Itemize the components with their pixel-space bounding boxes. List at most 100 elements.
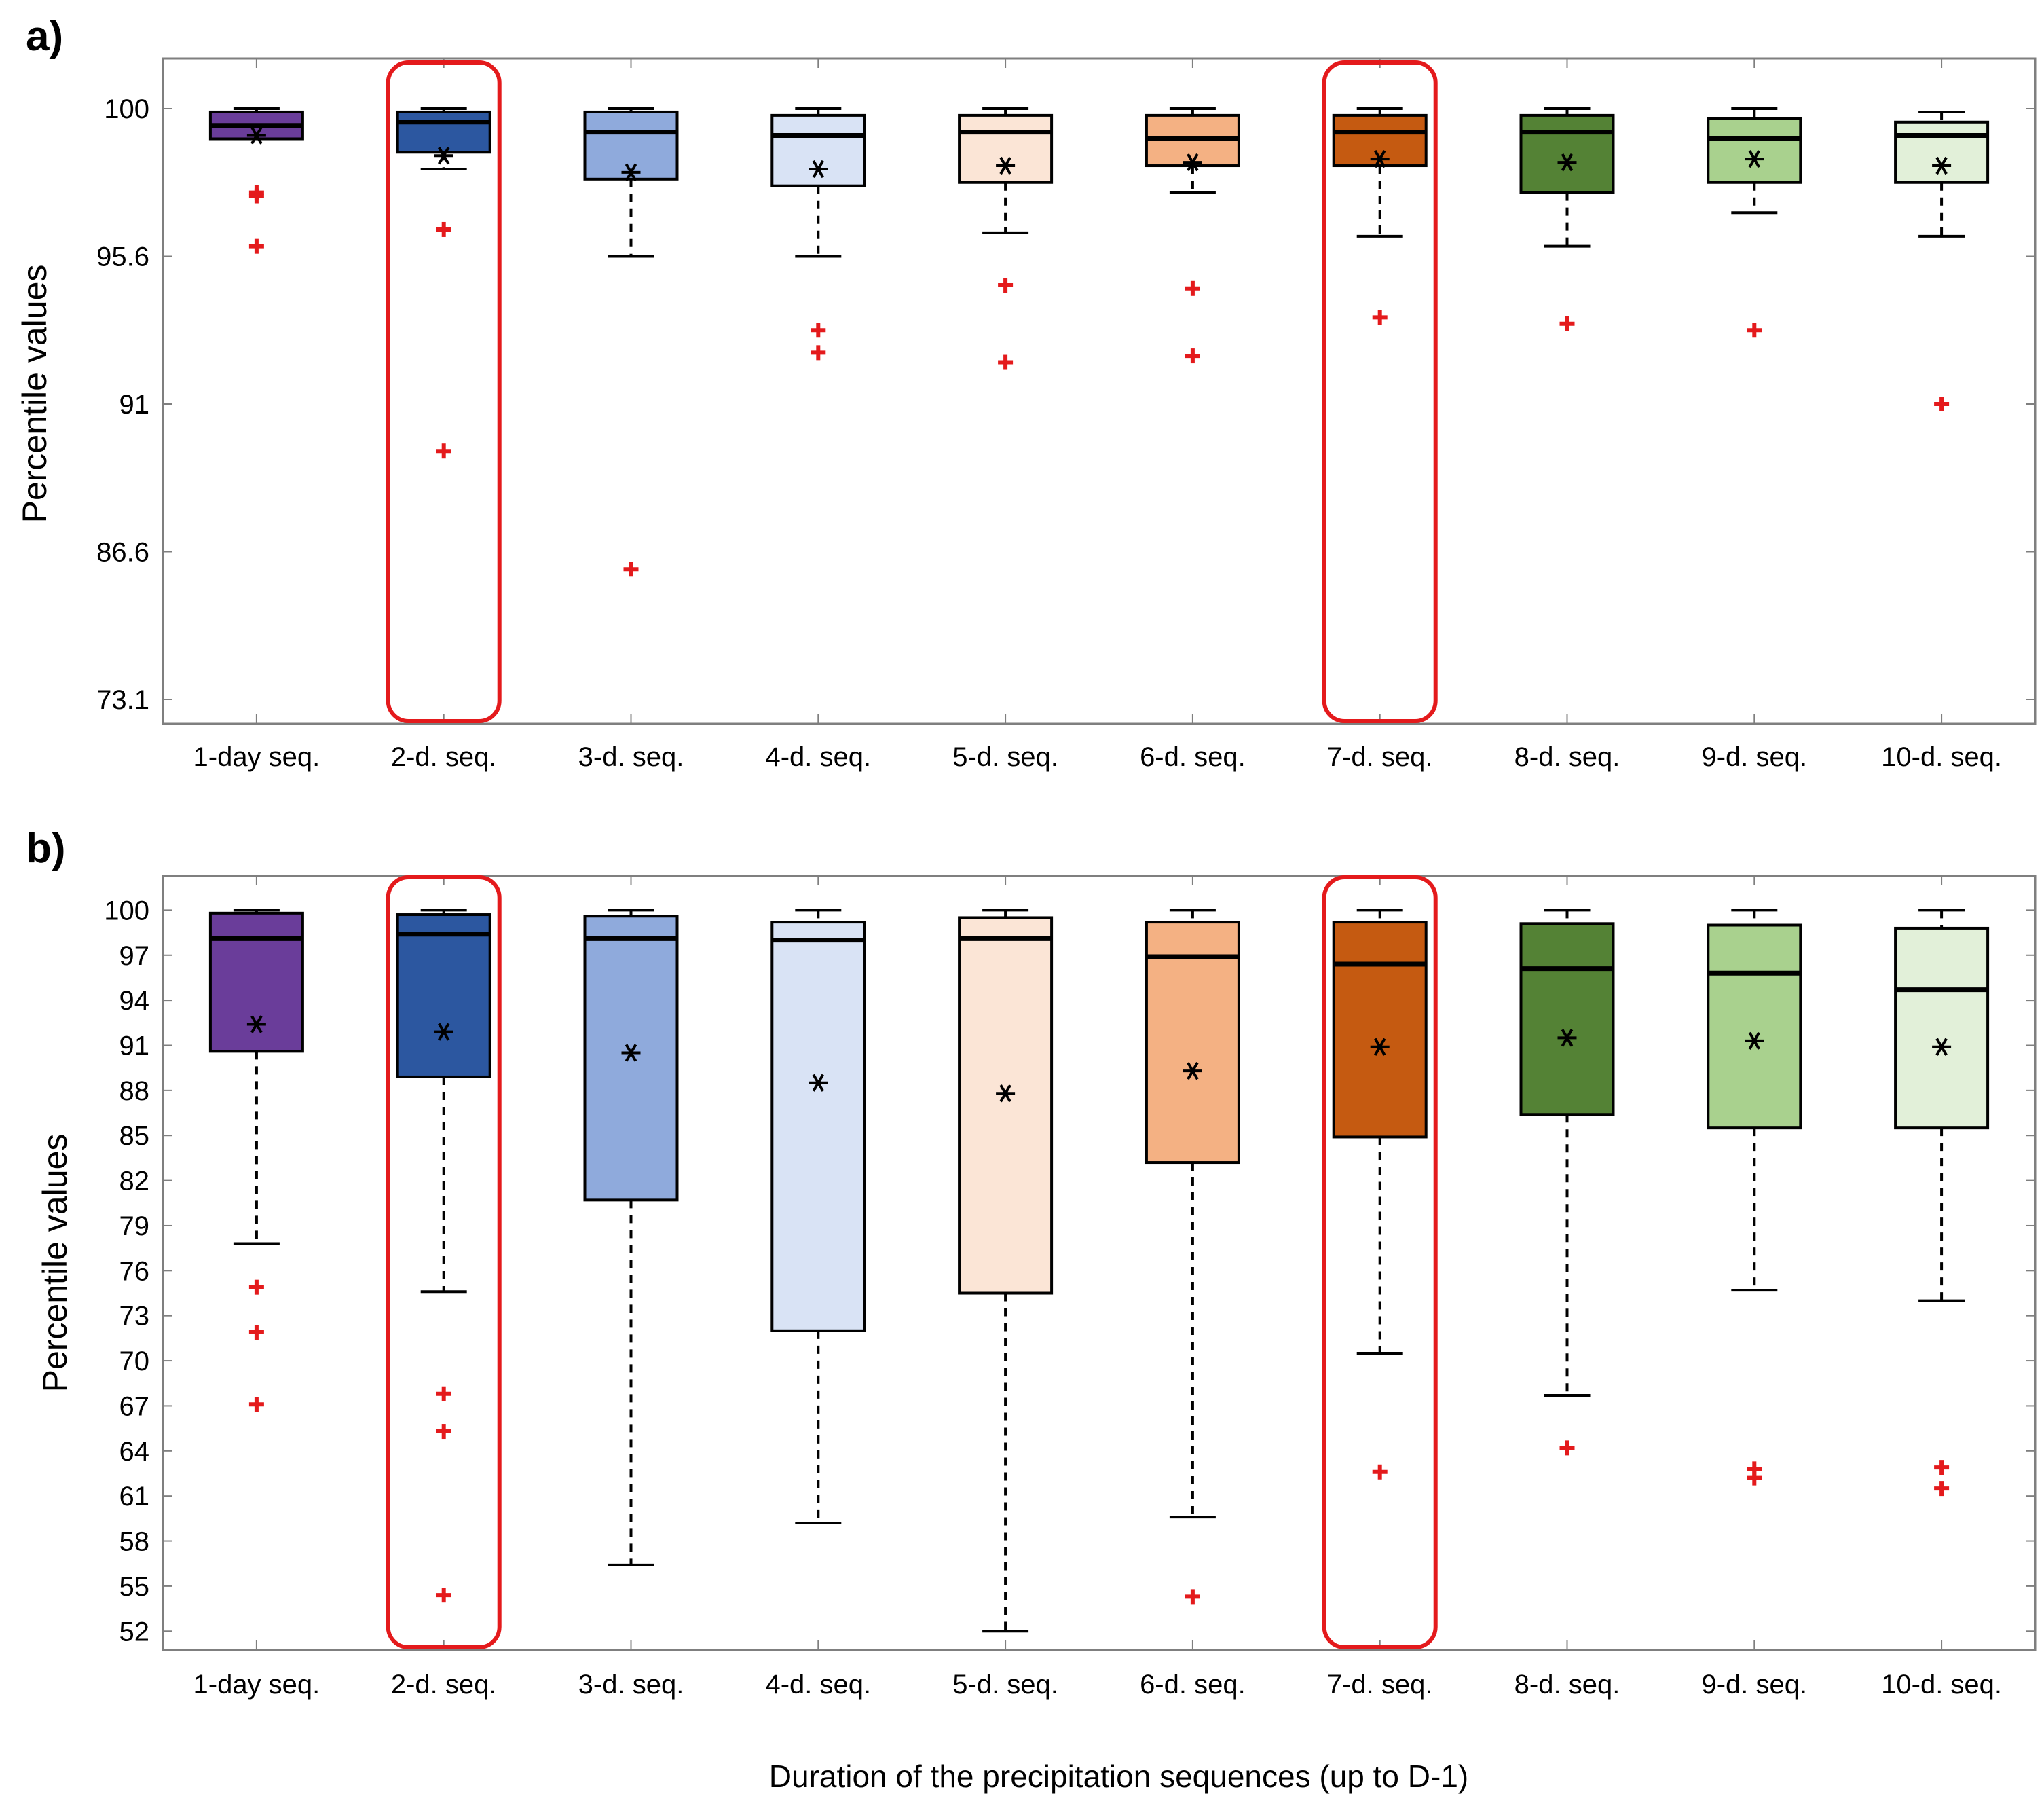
x-tick-label: 5-d. seq. — [952, 742, 1058, 772]
panel-label: a) — [26, 13, 63, 60]
y-tick-label: 73 — [119, 1302, 150, 1332]
mean-marker — [1183, 153, 1202, 172]
mean-marker — [1745, 1031, 1764, 1050]
outlier-marker — [1934, 397, 1950, 411]
highlight-frame — [386, 60, 502, 723]
y-tick-label: 58 — [119, 1527, 150, 1557]
y-tick-label: 100 — [104, 896, 149, 925]
box-6: 6-d. seq. — [1140, 58, 1246, 772]
x-tick-label: 2-d. seq. — [391, 1670, 497, 1700]
iqr-box — [583, 915, 679, 1202]
outlier-marker — [811, 345, 826, 361]
x-tick-label: 8-d. seq. — [1515, 742, 1620, 772]
mean-marker — [996, 156, 1016, 175]
x-tick-label: 7-d. seq. — [1327, 1670, 1433, 1700]
box-9: 9-d. seq. — [1701, 876, 1807, 1700]
x-tick-label: 10-d. seq. — [1881, 1670, 2002, 1700]
y-tick-label: 55 — [119, 1572, 150, 1602]
mean-marker — [1745, 150, 1764, 168]
outlier-marker — [623, 562, 639, 577]
box-2: 2-d. seq. — [391, 58, 497, 772]
iqr-box — [1894, 120, 1990, 184]
iqr-box — [1145, 921, 1240, 1165]
y-tick-label: 100 — [104, 94, 149, 124]
box-1: 1-day seq. — [193, 876, 320, 1700]
x-tick-label: 2-d. seq. — [391, 742, 497, 772]
highlight-frame — [386, 875, 502, 1649]
outlier-marker — [1185, 280, 1200, 296]
box-10: 10-d. seq. — [1881, 876, 2002, 1700]
y-tick-label: 91 — [119, 390, 150, 420]
iqr-box — [396, 110, 491, 154]
y-tick-label: 76 — [119, 1256, 150, 1286]
plot-area — [162, 57, 2037, 725]
y-tick-label: 94 — [119, 986, 150, 1016]
x-tick-label: 1-day seq. — [193, 1670, 320, 1700]
mean-marker — [1932, 1038, 1952, 1056]
y-tick-label: 67 — [119, 1391, 150, 1421]
outlier-marker — [248, 188, 264, 204]
box-3: 3-d. seq. — [578, 876, 684, 1700]
mean-marker — [809, 1074, 828, 1092]
outlier-marker — [436, 1386, 451, 1401]
x-tick-label: 7-d. seq. — [1327, 742, 1433, 772]
box-1: 1-day seq. — [193, 58, 320, 772]
box-7: 7-d. seq. — [1327, 876, 1433, 1700]
x-tick-label: 3-d. seq. — [578, 742, 684, 772]
y-axis-label: Percentile values — [16, 265, 54, 524]
box-2: 2-d. seq. — [391, 876, 497, 1700]
y-tick-label: 64 — [119, 1437, 150, 1467]
y-tick-label: 61 — [119, 1482, 150, 1511]
iqr-box — [1519, 922, 1615, 1116]
mean-marker — [1370, 150, 1390, 168]
plot-area — [162, 875, 2037, 1651]
iqr-box — [583, 110, 679, 181]
mean-marker — [1557, 1029, 1577, 1047]
x-tick-label: 6-d. seq. — [1140, 1670, 1246, 1700]
x-tick-label: 1-day seq. — [193, 742, 320, 772]
mean-marker — [246, 126, 266, 145]
outlier-marker — [1559, 316, 1575, 331]
mean-marker — [1370, 1038, 1390, 1056]
y-tick-label: 79 — [119, 1211, 150, 1241]
y-tick-label: 82 — [119, 1167, 150, 1196]
outlier-marker — [248, 1325, 264, 1340]
y-axis-label: Percentile values — [36, 1134, 74, 1393]
outlier-marker — [1934, 1460, 1950, 1475]
outlier-marker — [998, 354, 1014, 370]
outlier-marker — [436, 221, 451, 237]
iqr-box — [770, 113, 866, 187]
y-tick-label: 70 — [119, 1346, 150, 1376]
x-tick-label: 10-d. seq. — [1881, 742, 2002, 772]
y-tick-label: 88 — [119, 1076, 150, 1106]
highlight-frame — [1322, 60, 1438, 723]
mean-marker — [621, 1044, 641, 1062]
mean-marker — [996, 1084, 1016, 1103]
outlier-marker — [811, 323, 826, 338]
outlier-marker — [248, 238, 264, 254]
iqr-box — [770, 921, 866, 1332]
x-tick-label: 8-d. seq. — [1515, 1670, 1620, 1700]
outlier-marker — [998, 278, 1014, 293]
box-8: 8-d. seq. — [1515, 876, 1620, 1700]
iqr-box — [1707, 117, 1802, 184]
outlier-marker — [248, 1279, 264, 1295]
panel-label: b) — [26, 825, 66, 872]
outlier-marker — [1372, 1464, 1388, 1480]
box-7: 7-d. seq. — [1327, 58, 1433, 772]
iqr-box — [958, 113, 1054, 184]
x-tick-label: 4-d. seq. — [765, 1670, 871, 1700]
mean-marker — [1557, 153, 1577, 172]
box-4: 4-d. seq. — [765, 876, 871, 1700]
x-axis-label: Duration of the precipitation sequences … — [769, 1759, 1468, 1794]
mean-marker — [1183, 1061, 1202, 1080]
outlier-marker — [436, 443, 451, 459]
box-10: 10-d. seq. — [1881, 58, 2002, 772]
iqr-box — [1894, 926, 1990, 1130]
panel-a: a) Percentile values 73.1 86.6 91 95.6 100 1-da… — [16, 13, 2037, 772]
y-tick-label: 95.6 — [96, 242, 149, 272]
box-5: 5-d. seq. — [952, 876, 1058, 1700]
iqr-box — [958, 916, 1054, 1295]
mean-marker — [1932, 156, 1952, 175]
box-6: 6-d. seq. — [1140, 876, 1246, 1700]
